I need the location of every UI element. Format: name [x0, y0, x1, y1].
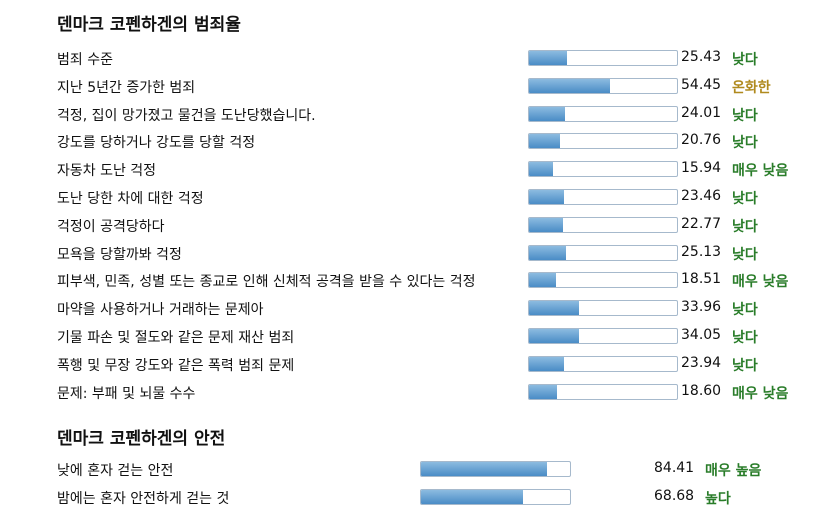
index-label: 마약을 사용하거나 거래하는 문제아 — [57, 302, 264, 319]
index-value: 24.01 — [681, 104, 722, 121]
index-label: 밤에는 혼자 안전하게 걷는 것 — [57, 491, 230, 507]
index-row: 지난 5년간 증가한 범죄 54.45 온화한 — [0, 72, 832, 100]
index-row: 문제: 부패 및 뇌물 수수 18.60 매우 낮음 — [0, 378, 832, 406]
index-value: 23.94 — [681, 354, 722, 371]
index-row: 자동차 도난 걱정 15.94 매우 낮음 — [0, 155, 832, 183]
index-value: 84.41 — [654, 460, 695, 476]
index-bar — [528, 300, 678, 317]
index-value: 33.96 — [681, 299, 722, 316]
index-value: 34.05 — [681, 327, 722, 343]
index-label: 범죄 수준 — [57, 52, 113, 68]
index-row: 마약을 사용하거나 거래하는 문제아 33.96 낮다 — [0, 294, 832, 322]
index-label: 자동차 도난 걱정 — [57, 163, 157, 180]
index-row: 걱정, 집이 망가졌고 물건을 도난당했습니다. 24.01 낮다 — [0, 100, 832, 128]
index-rating: 매우 낮음 — [732, 163, 789, 180]
index-rating: 낮다 — [732, 246, 758, 263]
index-rating: 낮다 — [732, 218, 758, 235]
index-bar-fill — [529, 273, 557, 288]
index-row: 폭행 및 무장 강도와 같은 폭력 범죄 문제 23.94 낮다 — [0, 350, 832, 378]
index-bar — [528, 77, 678, 94]
index-bar — [528, 133, 678, 150]
index-row: 낮에 혼자 걷는 안전 84.41 매우 높음 — [0, 455, 832, 483]
index-bar-fill — [529, 162, 553, 177]
index-bar-fill — [529, 190, 564, 204]
index-label: 폭행 및 무장 강도와 같은 폭력 범죄 문제 — [57, 357, 295, 374]
index-bar — [528, 189, 678, 205]
index-bar-fill — [529, 384, 557, 399]
index-bar — [528, 216, 678, 233]
index-label: 지난 5년간 증가한 범죄 — [57, 79, 196, 96]
index-bar-fill — [529, 329, 580, 343]
index-bar — [528, 105, 678, 122]
index-value: 25.43 — [681, 49, 722, 65]
index-rating: 매우 높음 — [705, 463, 762, 479]
index-value: 20.76 — [681, 132, 722, 149]
index-bar — [528, 161, 678, 178]
index-bar-fill — [529, 356, 565, 371]
index-row: 도난 당한 차에 대한 걱정 23.46 낮다 — [0, 183, 832, 211]
index-rating: 낮다 — [732, 330, 758, 346]
index-rating: 매우 낮음 — [732, 274, 789, 291]
index-rating: 낮다 — [732, 107, 758, 124]
index-row: 밤에는 혼자 안전하게 걷는 것 68.68 높다 — [0, 483, 832, 511]
index-label: 낮에 혼자 걷는 안전 — [57, 463, 174, 479]
index-bar — [528, 355, 678, 372]
index-rating: 낮다 — [732, 302, 758, 319]
index-label: 모욕을 당할까봐 걱정 — [57, 246, 182, 263]
index-rating: 매우 낮음 — [732, 385, 789, 402]
index-label: 강도를 당하거나 강도를 당할 걱정 — [57, 135, 256, 152]
index-rating: 낮다 — [732, 357, 758, 374]
index-bar-fill — [529, 217, 563, 232]
index-bar — [528, 272, 678, 289]
index-value: 18.51 — [681, 271, 722, 288]
index-rating: 높다 — [705, 491, 731, 507]
index-bar — [528, 383, 678, 400]
index-bar-fill — [529, 106, 565, 121]
index-bar-fill — [529, 301, 580, 316]
index-bar-fill — [421, 490, 524, 504]
index-rating: 낮다 — [732, 135, 758, 152]
index-label: 도난 당한 차에 대한 걱정 — [57, 191, 204, 207]
index-rating: 낮다 — [732, 191, 758, 207]
index-label: 기물 파손 및 절도와 같은 문제 재산 범죄 — [57, 330, 295, 346]
index-label: 걱정이 공격당하다 — [57, 218, 165, 235]
index-value: 54.45 — [681, 76, 722, 93]
index-value: 68.68 — [654, 488, 695, 504]
index-bar-fill — [529, 134, 560, 149]
index-row: 모욕을 당할까봐 걱정 25.13 낮다 — [0, 239, 832, 267]
index-bar-fill — [529, 78, 610, 93]
index-bar — [528, 50, 678, 66]
index-value: 22.77 — [681, 215, 722, 232]
index-value: 25.13 — [681, 243, 722, 260]
crime-section-title: 덴마크 코펜하겐의 범죄율 — [57, 15, 241, 35]
index-row: 강도를 당하거나 강도를 당할 걱정 20.76 낮다 — [0, 127, 832, 155]
index-rating: 낮다 — [732, 52, 758, 68]
index-bar — [420, 489, 571, 505]
index-value: 23.46 — [681, 188, 722, 204]
index-label: 문제: 부패 및 뇌물 수수 — [57, 385, 196, 402]
index-row: 걱정이 공격당하다 22.77 낮다 — [0, 211, 832, 239]
index-bar-fill — [421, 462, 547, 476]
index-value: 18.60 — [681, 382, 722, 399]
index-bar-fill — [529, 245, 567, 260]
index-row: 기물 파손 및 절도와 같은 문제 재산 범죄 34.05 낮다 — [0, 322, 832, 350]
index-bar — [528, 328, 678, 344]
safety-section-title: 덴마크 코펜하겐의 안전 — [57, 429, 226, 449]
index-bar-fill — [529, 51, 567, 65]
index-value: 15.94 — [681, 160, 722, 177]
index-label: 걱정, 집이 망가졌고 물건을 도난당했습니다. — [57, 107, 316, 124]
index-bar — [528, 244, 678, 261]
index-row: 범죄 수준 25.43 낮다 — [0, 44, 832, 72]
index-bar — [420, 461, 571, 477]
index-row: 피부색, 민족, 성별 또는 종교로 인해 신체적 공격을 받을 수 있다는 걱… — [0, 266, 832, 294]
index-rating: 온화한 — [732, 79, 771, 96]
index-label: 피부색, 민족, 성별 또는 종교로 인해 신체적 공격을 받을 수 있다는 걱… — [57, 274, 476, 291]
